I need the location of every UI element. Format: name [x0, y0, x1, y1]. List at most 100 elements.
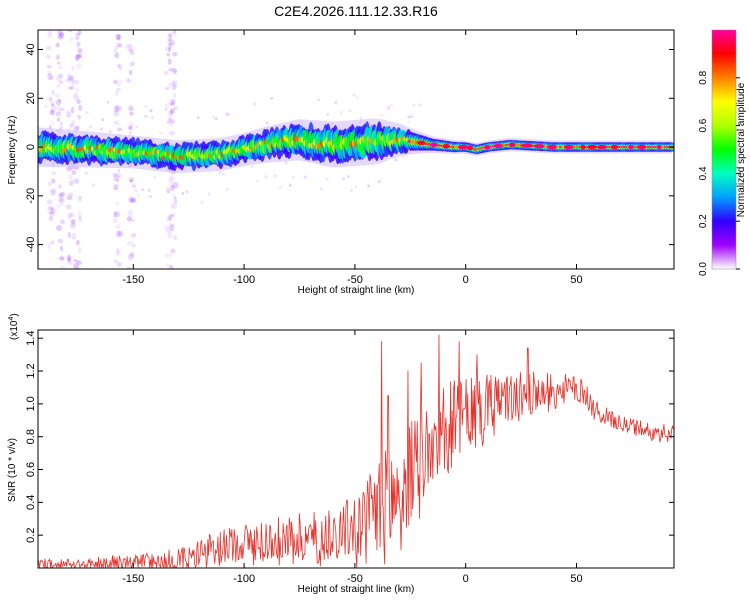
noise-blob [129, 179, 134, 183]
noise-blob [170, 102, 175, 106]
noise-blob [166, 216, 171, 222]
noise-blob [46, 199, 53, 205]
noise-blob [59, 245, 64, 252]
noise-blob [255, 179, 259, 183]
noise-blob [169, 120, 174, 127]
noise-blob [141, 188, 145, 192]
noise-blob [170, 107, 175, 114]
snr-scale-exponent: 4 [8, 317, 15, 321]
noise-blob [71, 80, 76, 84]
noise-blob [171, 84, 177, 90]
noise-blob [116, 178, 120, 182]
noise-blob [167, 231, 172, 237]
noise-blob [214, 117, 218, 121]
noise-blob [130, 198, 136, 203]
noise-blob [171, 98, 176, 105]
band-hotspot [610, 144, 619, 150]
noise-blob [118, 64, 123, 71]
noise-blob [169, 224, 175, 232]
band-hotspot [429, 142, 438, 147]
noise-blob [173, 235, 178, 241]
noise-blob [112, 172, 118, 177]
noise-blob [115, 52, 120, 59]
noise-blob [71, 179, 75, 183]
colorbar-tick-label: 0.0 [698, 262, 709, 276]
noise-blob [70, 106, 75, 114]
noise-blob [129, 51, 135, 56]
noise-blob [59, 255, 65, 260]
colorbar-gradient [712, 30, 736, 269]
noise-blob [265, 121, 269, 125]
noise-blob [77, 114, 82, 120]
noise-blob [291, 176, 295, 180]
noise-blob [185, 190, 189, 194]
noise-blob [114, 89, 119, 97]
x-tick-label: 50 [570, 274, 582, 286]
noise-blob [169, 40, 176, 46]
noise-blob [159, 131, 163, 135]
noise-blob [222, 172, 226, 176]
noise-blob [131, 243, 136, 248]
y-tick-label: 0 [25, 144, 37, 150]
snr-y-label: SNR (10 * v/v) [7, 438, 18, 502]
noise-blob [218, 170, 222, 174]
noise-blob [101, 118, 105, 122]
noise-blob [167, 47, 172, 52]
noise-blob [56, 74, 63, 82]
noise-blob [113, 183, 119, 191]
colorbar-tick-label: 0.2 [698, 214, 709, 228]
y-tick-label: 0.8 [25, 429, 37, 444]
noise-blob [168, 214, 172, 221]
noise-blob [352, 93, 356, 97]
noise-blob [167, 39, 171, 45]
noise-blob [167, 233, 174, 239]
noise-blob [169, 130, 175, 136]
noise-blob [56, 117, 61, 122]
colorbar-tick-label: 0.8 [698, 70, 709, 84]
noise-blob [71, 219, 76, 226]
noise-blob [114, 259, 118, 264]
noise-blob [172, 30, 177, 37]
noise-blob [113, 105, 119, 113]
noise-blob [163, 70, 169, 76]
noise-blob [59, 125, 63, 131]
noise-blob [166, 263, 171, 268]
noise-blob [211, 115, 215, 119]
snr-x-label: Height of straight line (km) [298, 584, 415, 595]
noise-blob [349, 188, 353, 192]
y-tick-label: 1.2 [25, 363, 37, 378]
noise-blob [128, 196, 134, 204]
snr-y-ticks: 0.2 0.4 0.6 0.8 1.0 1.2 1.4 [25, 331, 674, 543]
band-hotspot [417, 140, 426, 146]
noise-blob [127, 209, 133, 217]
noise-blob [55, 106, 62, 111]
noise-blob [169, 110, 174, 116]
band-hotspot [637, 144, 647, 150]
noise-blob [303, 175, 307, 179]
noise-blob [386, 105, 390, 109]
spectrogram-y-label: Frequency (Hz) [7, 116, 18, 185]
noise-blob [115, 224, 121, 229]
noise-blob [250, 164, 254, 168]
noise-blob [134, 189, 138, 193]
noise-blob [170, 184, 175, 191]
noise-blob [67, 260, 74, 265]
x-tick-label: -50 [347, 274, 363, 286]
colorbar-label: Normalized spectral amplitude [736, 82, 747, 217]
noise-blob [50, 109, 55, 116]
noise-blob [172, 181, 179, 189]
noise-blob [116, 261, 122, 267]
noise-blob [165, 46, 170, 52]
noise-blob [130, 197, 137, 203]
noise-blob [113, 210, 117, 218]
noise-blob [56, 53, 61, 61]
noise-blob [60, 265, 66, 269]
noise-blob [170, 204, 174, 210]
band-hotspot [628, 144, 634, 150]
snr-series-line [38, 334, 674, 568]
y-tick-label: 1.0 [25, 396, 37, 411]
noise-blob [377, 180, 381, 184]
noise-blob [164, 102, 170, 109]
noise-blob [168, 82, 172, 89]
noise-blob [418, 103, 422, 107]
